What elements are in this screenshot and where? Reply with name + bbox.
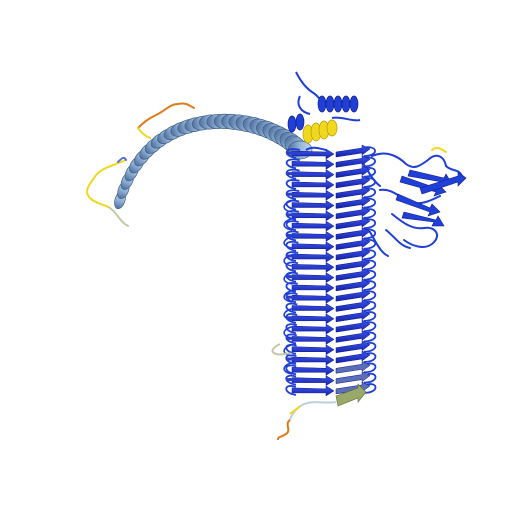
solenoid-rung [285, 340, 377, 356]
solenoid-rung [285, 278, 377, 294]
beta-solenoid [283, 144, 377, 397]
solenoid-rung [285, 371, 377, 387]
solenoid-rung [285, 309, 377, 325]
cap-helices [287, 71, 361, 151]
solenoid-rung [285, 329, 377, 345]
solenoid-rung [285, 299, 377, 314]
solenoid-rung [285, 268, 377, 284]
c-terminal-tail [271, 343, 367, 441]
side-domain-strands [395, 169, 467, 227]
solenoid-rung [285, 154, 376, 170]
helix-tail-loop [86, 102, 195, 227]
solenoid-rung [285, 237, 377, 253]
solenoid-rung [285, 185, 376, 201]
solenoid-rung [285, 226, 377, 242]
solenoid-rung [285, 360, 377, 376]
solenoid-rung [285, 381, 377, 397]
solenoid-rung [285, 216, 377, 232]
solenoid-rung [285, 319, 377, 335]
solenoid-rung [285, 288, 377, 304]
coiled-coil-helix [114, 113, 313, 210]
solenoid-rung [285, 144, 376, 160]
solenoid-rung [285, 175, 376, 191]
solenoid-rung [285, 165, 376, 181]
solenoid-rung [285, 206, 377, 222]
solenoid-left-loops [283, 199, 297, 375]
